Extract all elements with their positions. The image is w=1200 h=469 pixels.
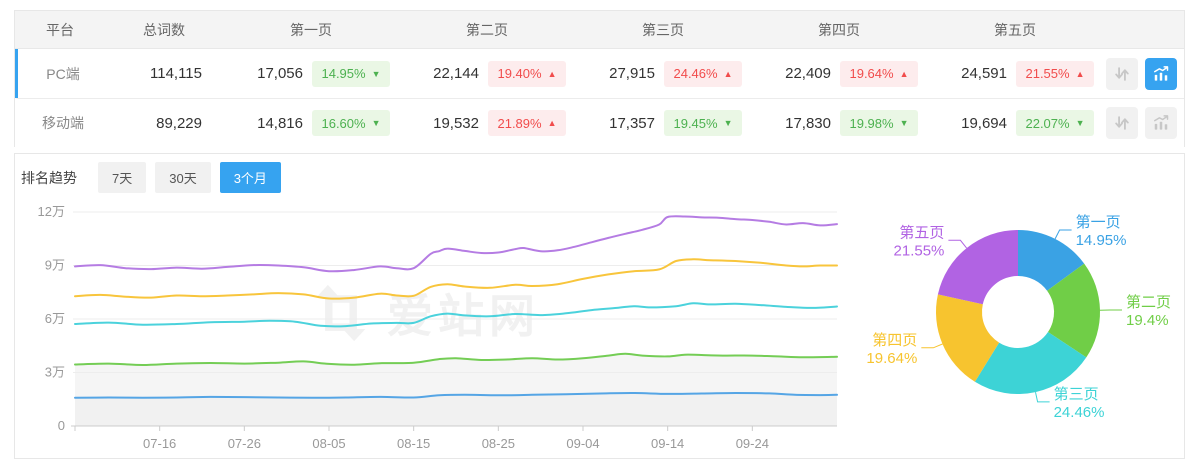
col-header-total-words: 总词数 <box>143 21 185 38</box>
change-badge: 14.95% <box>312 60 390 87</box>
change-badge: 19.64% <box>840 60 918 87</box>
page4-cell: 17,830 19.98% <box>754 110 930 136</box>
page-value: 22,409 <box>785 65 831 82</box>
svg-text:08-25: 08-25 <box>482 436 515 451</box>
svg-text:09-14: 09-14 <box>651 436 684 451</box>
page3-cell: 17,357 19.45% <box>578 110 754 136</box>
sort-button[interactable] <box>1106 107 1138 139</box>
table-row-mobile[interactable]: 移动端 89,229 14,816 16.60% 19,532 21.89% 1… <box>15 98 1184 147</box>
page2-cell: 22,144 19.40% <box>402 60 578 87</box>
rank-trend-section: 排名趋势 7天 30天 3个月 爱站网 0 3万 6万 9万 12万 07-16 07-26… <box>14 153 1185 459</box>
svg-text:3万: 3万 <box>45 365 65 380</box>
sort-button[interactable] <box>1106 57 1138 90</box>
page-value: 19,694 <box>961 114 1007 132</box>
keyword-rank-table: 平台 总词数 第一页 第二页 第三页 第四页 第五页 PC端 114,115 1… <box>14 10 1185 147</box>
change-badge: 19.98% <box>840 110 918 136</box>
watermark: 爱站网 <box>311 280 540 346</box>
page1-cell: 14,816 16.60% <box>226 110 402 136</box>
change-badge: 19.45% <box>664 110 742 136</box>
page-value: 22,144 <box>433 65 479 82</box>
svg-text:12万: 12万 <box>38 204 65 219</box>
up-down-arrows-icon <box>1115 116 1129 130</box>
change-badge: 21.55% <box>1016 60 1094 87</box>
page-value: 17,830 <box>785 114 831 132</box>
trend-header: 排名趋势 7天 30天 3个月 <box>15 154 1184 193</box>
charts-row: 爱站网 0 3万 6万 9万 12万 07-16 07-26 08-05 08-15 08-25 0… <box>15 194 1184 456</box>
col-header-page5: 第五页 <box>994 21 1036 38</box>
total-words-value: 89,229 <box>156 114 202 132</box>
page5-cell: 24,591 21.55% <box>930 60 1106 87</box>
svg-text:9万: 9万 <box>45 258 65 273</box>
line-chart-svg: 0 3万 6万 9万 12万 07-16 07-26 08-05 08-15 08-25 09-04… <box>38 204 838 451</box>
change-badge: 22.07% <box>1016 110 1094 136</box>
svg-text:14.95%: 14.95% <box>1076 232 1127 249</box>
page2-cell: 19,532 21.89% <box>402 110 578 136</box>
page1-cell: 17,056 14.95% <box>226 60 402 87</box>
svg-text:24.46%: 24.46% <box>1054 404 1105 421</box>
change-badge: 24.46% <box>664 60 742 87</box>
page-value: 27,915 <box>609 65 655 82</box>
bar-chart-trend-icon <box>1154 65 1169 81</box>
page4-cell: 22,409 19.64% <box>754 60 930 87</box>
svg-text:19.4%: 19.4% <box>1126 312 1169 329</box>
svg-text:第三页: 第三页 <box>1054 385 1099 403</box>
table-header: 平台 总词数 第一页 第二页 第三页 第四页 第五页 <box>15 11 1184 49</box>
table-row-pc[interactable]: PC端 114,115 17,056 14.95% 22,144 19.40% … <box>15 49 1184 98</box>
svg-text:07-26: 07-26 <box>228 436 261 451</box>
page-value: 14,816 <box>257 114 303 132</box>
svg-text:第五页: 第五页 <box>899 223 944 241</box>
page-value: 24,591 <box>961 65 1007 82</box>
tab-30days[interactable]: 30天 <box>155 162 211 193</box>
trend-chart-button[interactable] <box>1145 107 1177 139</box>
col-header-page3: 第三页 <box>642 21 684 38</box>
tab-7days[interactable]: 7天 <box>98 162 147 193</box>
svg-text:6万: 6万 <box>45 311 65 326</box>
section-title: 排名趋势 <box>21 169 77 186</box>
svg-text:08-05: 08-05 <box>312 436 345 451</box>
platform-label: PC端 <box>46 65 80 82</box>
col-header-page1: 第一页 <box>290 21 332 38</box>
svg-text:19.64%: 19.64% <box>866 350 917 367</box>
col-header-page4: 第四页 <box>818 21 860 38</box>
page-value: 17,056 <box>257 65 303 82</box>
svg-text:0: 0 <box>58 418 65 433</box>
tab-3months[interactable]: 3个月 <box>219 162 281 193</box>
bar-chart-trend-icon <box>1154 115 1169 130</box>
svg-text:09-24: 09-24 <box>736 436 769 451</box>
svg-text:第四页: 第四页 <box>872 331 917 349</box>
svg-text:07-16: 07-16 <box>143 436 176 451</box>
change-badge: 19.40% <box>488 60 566 87</box>
page-distribution-donut: 第一页 14.95% 第二页 19.4% 第三页 24.46% 第四页 19.64% 第五页 21… <box>860 194 1186 456</box>
svg-text:09-04: 09-04 <box>566 436 599 451</box>
page5-cell: 19,694 22.07% <box>930 110 1106 136</box>
col-header-platform: 平台 <box>46 21 74 38</box>
svg-text:08-15: 08-15 <box>397 436 430 451</box>
page-value: 19,532 <box>433 114 479 132</box>
svg-text:第一页: 第一页 <box>1076 213 1121 231</box>
up-down-arrows-icon <box>1115 66 1129 81</box>
change-badge: 21.89% <box>488 110 566 136</box>
svg-text:21.55%: 21.55% <box>894 242 945 259</box>
trend-chart-button[interactable] <box>1145 57 1177 90</box>
platform-label: 移动端 <box>42 115 84 131</box>
trend-line-chart: 爱站网 0 3万 6万 9万 12万 07-16 07-26 08-05 08-15 08-25 0… <box>15 194 860 456</box>
total-words-value: 114,115 <box>150 65 202 82</box>
page-value: 17,357 <box>609 114 655 132</box>
change-badge: 16.60% <box>312 110 390 136</box>
col-header-page2: 第二页 <box>466 21 508 38</box>
page3-cell: 27,915 24.46% <box>578 60 754 87</box>
svg-text:第二页: 第二页 <box>1126 293 1171 311</box>
